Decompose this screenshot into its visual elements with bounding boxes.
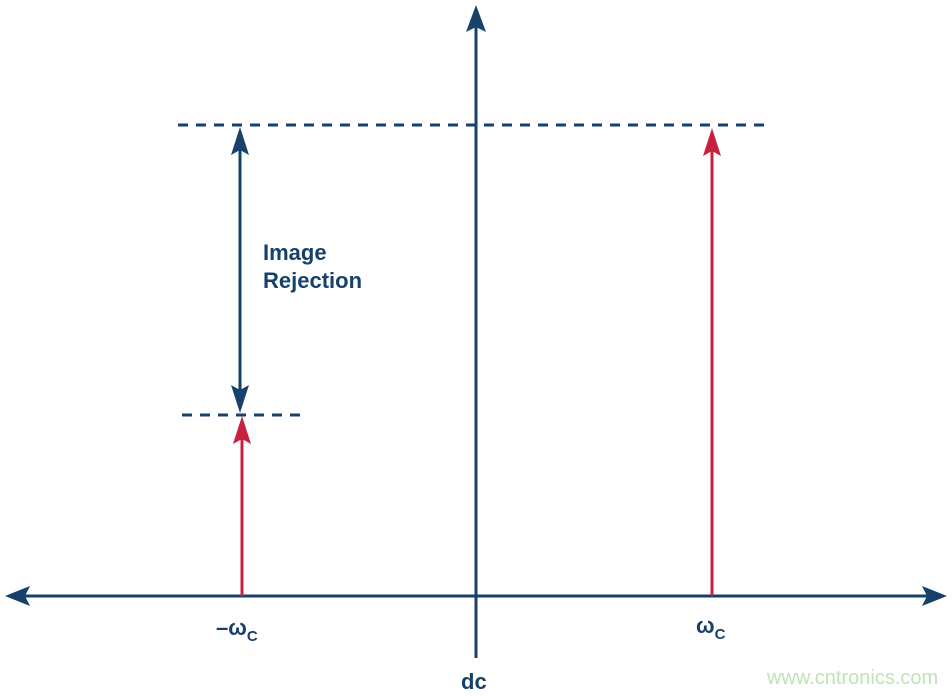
dc-label: dc bbox=[461, 669, 487, 694]
desired-signal-arrow bbox=[703, 128, 721, 596]
neg-wc-main: –ω bbox=[216, 615, 247, 640]
wc-sub: C bbox=[714, 626, 726, 643]
image-rejection-label: Image Rejection bbox=[263, 239, 362, 295]
left-arrowhead bbox=[5, 586, 30, 606]
neg-wc-sub: C bbox=[246, 628, 258, 645]
label-line1: Image bbox=[263, 240, 327, 265]
image-signal-arrow bbox=[233, 416, 251, 596]
top-arrowhead bbox=[466, 5, 486, 32]
label-line2: Rejection bbox=[263, 268, 363, 293]
watermark: www.cntronics.com bbox=[767, 667, 939, 689]
image-rejection-arrow bbox=[231, 127, 249, 413]
y-axis bbox=[466, 5, 486, 658]
neg-wc-label: –ωC bbox=[216, 614, 258, 645]
wc-label: ωC bbox=[696, 612, 725, 643]
right-arrowhead bbox=[922, 586, 947, 606]
wc-main: ω bbox=[696, 613, 715, 638]
